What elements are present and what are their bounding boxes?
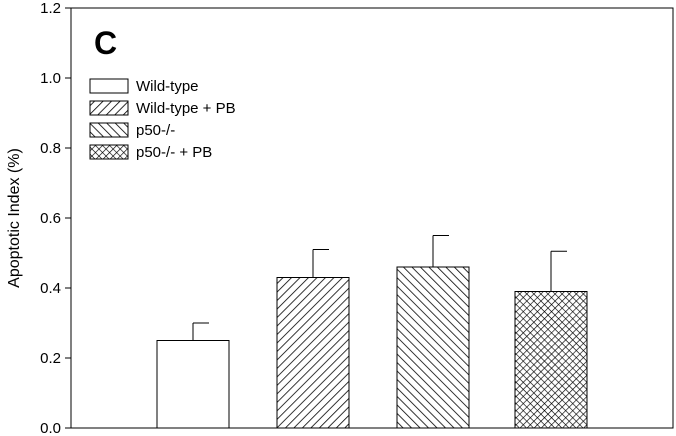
legend-label: Wild-type + PB bbox=[136, 100, 236, 117]
y-tick-label: 0.0 bbox=[40, 420, 61, 436]
legend-swatch bbox=[89, 78, 129, 94]
y-tick-label: 0.4 bbox=[40, 280, 61, 297]
legend: Wild-type Wild-type + PB p50-/- p50-/- + PB bbox=[89, 78, 236, 161]
bar-wild-type-pb bbox=[276, 277, 350, 429]
bars bbox=[156, 235, 588, 429]
legend-swatch bbox=[89, 144, 129, 160]
bar-p50- bbox=[396, 266, 470, 429]
legend-swatch bbox=[89, 100, 129, 116]
y-tick-label: 1.2 bbox=[40, 0, 61, 17]
legend-label: Wild-type bbox=[136, 78, 199, 95]
legend-label: p50-/- bbox=[136, 122, 175, 139]
y-axis: 0.0 0.2 0.4 0.6 0.8 1.0 1.2 bbox=[40, 0, 71, 436]
panel-label: C bbox=[94, 25, 117, 61]
y-axis-title: Apoptotic Index (%) bbox=[6, 148, 23, 288]
legend-label: p50-/- + PB bbox=[136, 144, 212, 161]
y-tick-label: 0.6 bbox=[40, 210, 61, 227]
bar-p50-pb bbox=[514, 291, 588, 429]
legend-swatch bbox=[89, 122, 129, 138]
y-tick-label: 0.8 bbox=[40, 140, 61, 157]
bar-wild-type bbox=[156, 340, 230, 429]
y-tick-label: 1.0 bbox=[40, 70, 61, 87]
y-tick-label: 0.2 bbox=[40, 350, 61, 367]
